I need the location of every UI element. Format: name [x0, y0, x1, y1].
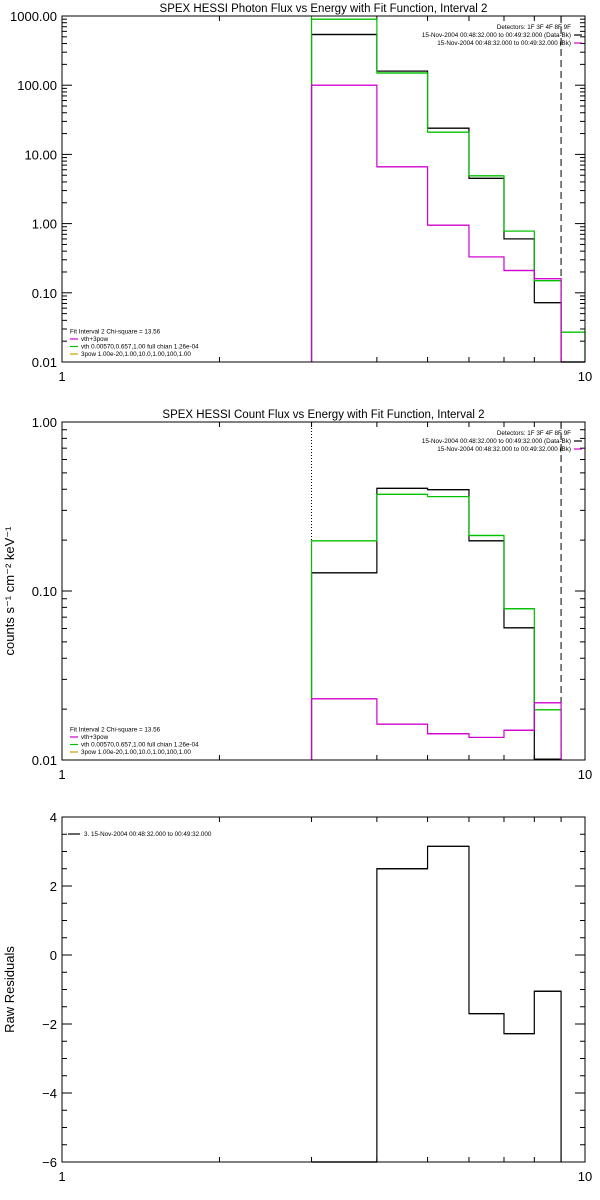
legend-top-left: 3. 15-Nov-2004 00:48:32.000 to 00:49:32.…: [68, 831, 212, 838]
chart-title: SPEX HESSI Photon Flux vs Energy with Fi…: [160, 3, 488, 15]
y-tick-label: 100.00: [17, 78, 57, 93]
legend-text: 15-Nov-2004 00:48:32.000 to 00:49:32.000…: [422, 438, 571, 445]
x-tick-label: 1: [58, 369, 65, 384]
series-2: [310, 18, 586, 362]
series-1: [311, 845, 562, 1163]
legend-text: Detectors: 1F 3F 4F 8F 9F: [497, 24, 571, 31]
x-tick-label: 10: [578, 1169, 592, 1184]
y-tick-label: 1.00: [32, 415, 57, 430]
y-tick-label: 1.00: [32, 217, 57, 232]
legend-text: Detectors: 1F 3F 4F 8F 9F: [497, 430, 571, 437]
y-axis-label: counts s⁻¹ cm⁻² keV⁻¹: [2, 526, 17, 656]
x-axis-ticks: [61, 16, 586, 362]
series-line: [310, 84, 562, 362]
y-tick-label: 0: [50, 948, 57, 963]
series-line: [310, 698, 562, 760]
chart-panel-3: Raw Residuals 1 10 4 2 0 −2 −4 −6 3. 15-Nov-2004 …: [2, 810, 592, 1184]
plot-frame: [61, 421, 586, 761]
legend-bottom-left: Fit Interval 2 Chi-square = 13.56vth+3po…: [70, 329, 199, 358]
y-tick-label: 0.01: [32, 355, 57, 370]
x-tick-label: 1: [58, 767, 65, 782]
legend-text: 15-Nov-2004 00:48:32.000 to 00:49:32.000…: [437, 40, 571, 47]
series-line: [310, 33, 585, 363]
legend-text: vth 0.00570,0.657,1.00 full chian 1.26e-…: [81, 344, 199, 351]
y-axis-ticks: [62, 816, 585, 1163]
series-line: [311, 845, 562, 1163]
legend-text: vth 0.00570,0.657,1.00 full chian 1.26e-…: [81, 742, 199, 749]
y-tick-label: 1000.00: [10, 9, 57, 24]
x-tick-label: 10: [578, 767, 592, 782]
y-tick-label: −6: [42, 1155, 57, 1170]
legend-text: 3. 15-Nov-2004 00:48:32.000 to 00:49:32.…: [84, 831, 212, 838]
series-line: [310, 487, 562, 760]
y-tick-label: 2: [50, 879, 57, 894]
y-axis-ticks: [62, 429, 585, 761]
chart-panel-2: SPEX HESSI Count Flux vs Energy with Fit…: [2, 409, 592, 782]
legend-text: 3pow 1.00e-20,1.00,10.0,1.00,100,1.00: [81, 351, 191, 358]
legend-text: Fit Interval 2 Chi-square = 13.56: [70, 329, 161, 336]
series-1: [310, 33, 585, 363]
series-1: [310, 487, 562, 760]
plot-frame: [61, 15, 586, 363]
y-tick-label: 10.00: [24, 147, 57, 162]
x-tick-label: 1: [58, 1169, 65, 1184]
plot-frame: [61, 816, 586, 1163]
y-axis-label: Raw Residuals: [2, 946, 17, 1033]
legend-bottom-left: Fit Interval 2 Chi-square = 13.56vth+3po…: [70, 727, 199, 756]
legend-text: 15-Nov-2004 00:48:32.000 to 00:49:32.000…: [422, 32, 571, 39]
legend-text: 3pow 1.00e-20,1.00,10.0,1.00,100,1.00: [81, 749, 191, 756]
chart-panel-1: SPEX HESSI Photon Flux vs Energy with Fi…: [10, 3, 592, 384]
y-tick-label: 0.10: [32, 584, 57, 599]
x-tick-label: 10: [578, 369, 592, 384]
y-tick-label: −4: [42, 1086, 57, 1101]
y-tick-label: 4: [50, 810, 57, 825]
legend-text: 15-Nov-2004 00:48:32.000 to 00:49:32.000…: [437, 446, 571, 453]
legend-text: vth+3pow: [81, 336, 109, 343]
y-tick-label: 0.10: [32, 286, 57, 301]
legend-text: Fit Interval 2 Chi-square = 13.56: [70, 727, 161, 734]
legend-text: vth+3pow: [81, 734, 109, 741]
y-tick-label: 0.01: [32, 753, 57, 768]
series-line: [310, 18, 586, 362]
y-tick-label: −2: [42, 1017, 57, 1032]
series-line: [310, 493, 562, 760]
y-axis-ticks: [62, 18, 585, 363]
series-2: [310, 493, 562, 760]
x-axis-ticks: [61, 422, 586, 760]
series-3: [310, 84, 562, 362]
series-3: [310, 698, 562, 760]
x-axis-ticks: [61, 817, 586, 1162]
chart-title: SPEX HESSI Count Flux vs Energy with Fit…: [162, 409, 484, 421]
